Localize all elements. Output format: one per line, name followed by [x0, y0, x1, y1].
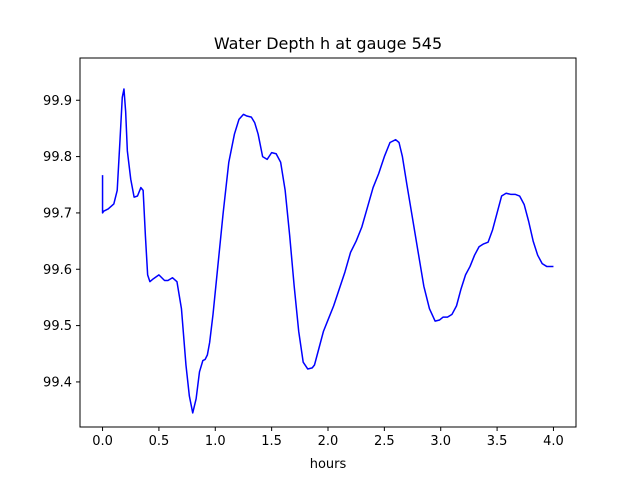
- x-tick-label: 2.0: [318, 434, 339, 449]
- y-tick-label: 99.5: [43, 319, 72, 334]
- x-tick-label: 4.0: [543, 434, 564, 449]
- x-tick-label: 0.5: [149, 434, 170, 449]
- y-tick-label: 99.6: [43, 263, 72, 278]
- x-tick-label: 2.5: [374, 434, 395, 449]
- x-tick-label: 1.5: [261, 434, 282, 449]
- x-tick-label: 0.0: [92, 434, 113, 449]
- y-tick-label: 99.4: [43, 375, 72, 390]
- y-tick-label: 99.7: [43, 206, 72, 221]
- x-axis-label: hours: [310, 457, 347, 472]
- x-tick-label: 3.5: [487, 434, 508, 449]
- y-tick-label: 99.9: [43, 94, 72, 109]
- x-tick-label: 3.0: [430, 434, 451, 449]
- x-tick-label: 1.0: [205, 434, 226, 449]
- series-line-0: [101, 88, 554, 414]
- y-tick-label: 99.8: [43, 150, 72, 165]
- chart-title: Water Depth h at gauge 545: [214, 34, 442, 53]
